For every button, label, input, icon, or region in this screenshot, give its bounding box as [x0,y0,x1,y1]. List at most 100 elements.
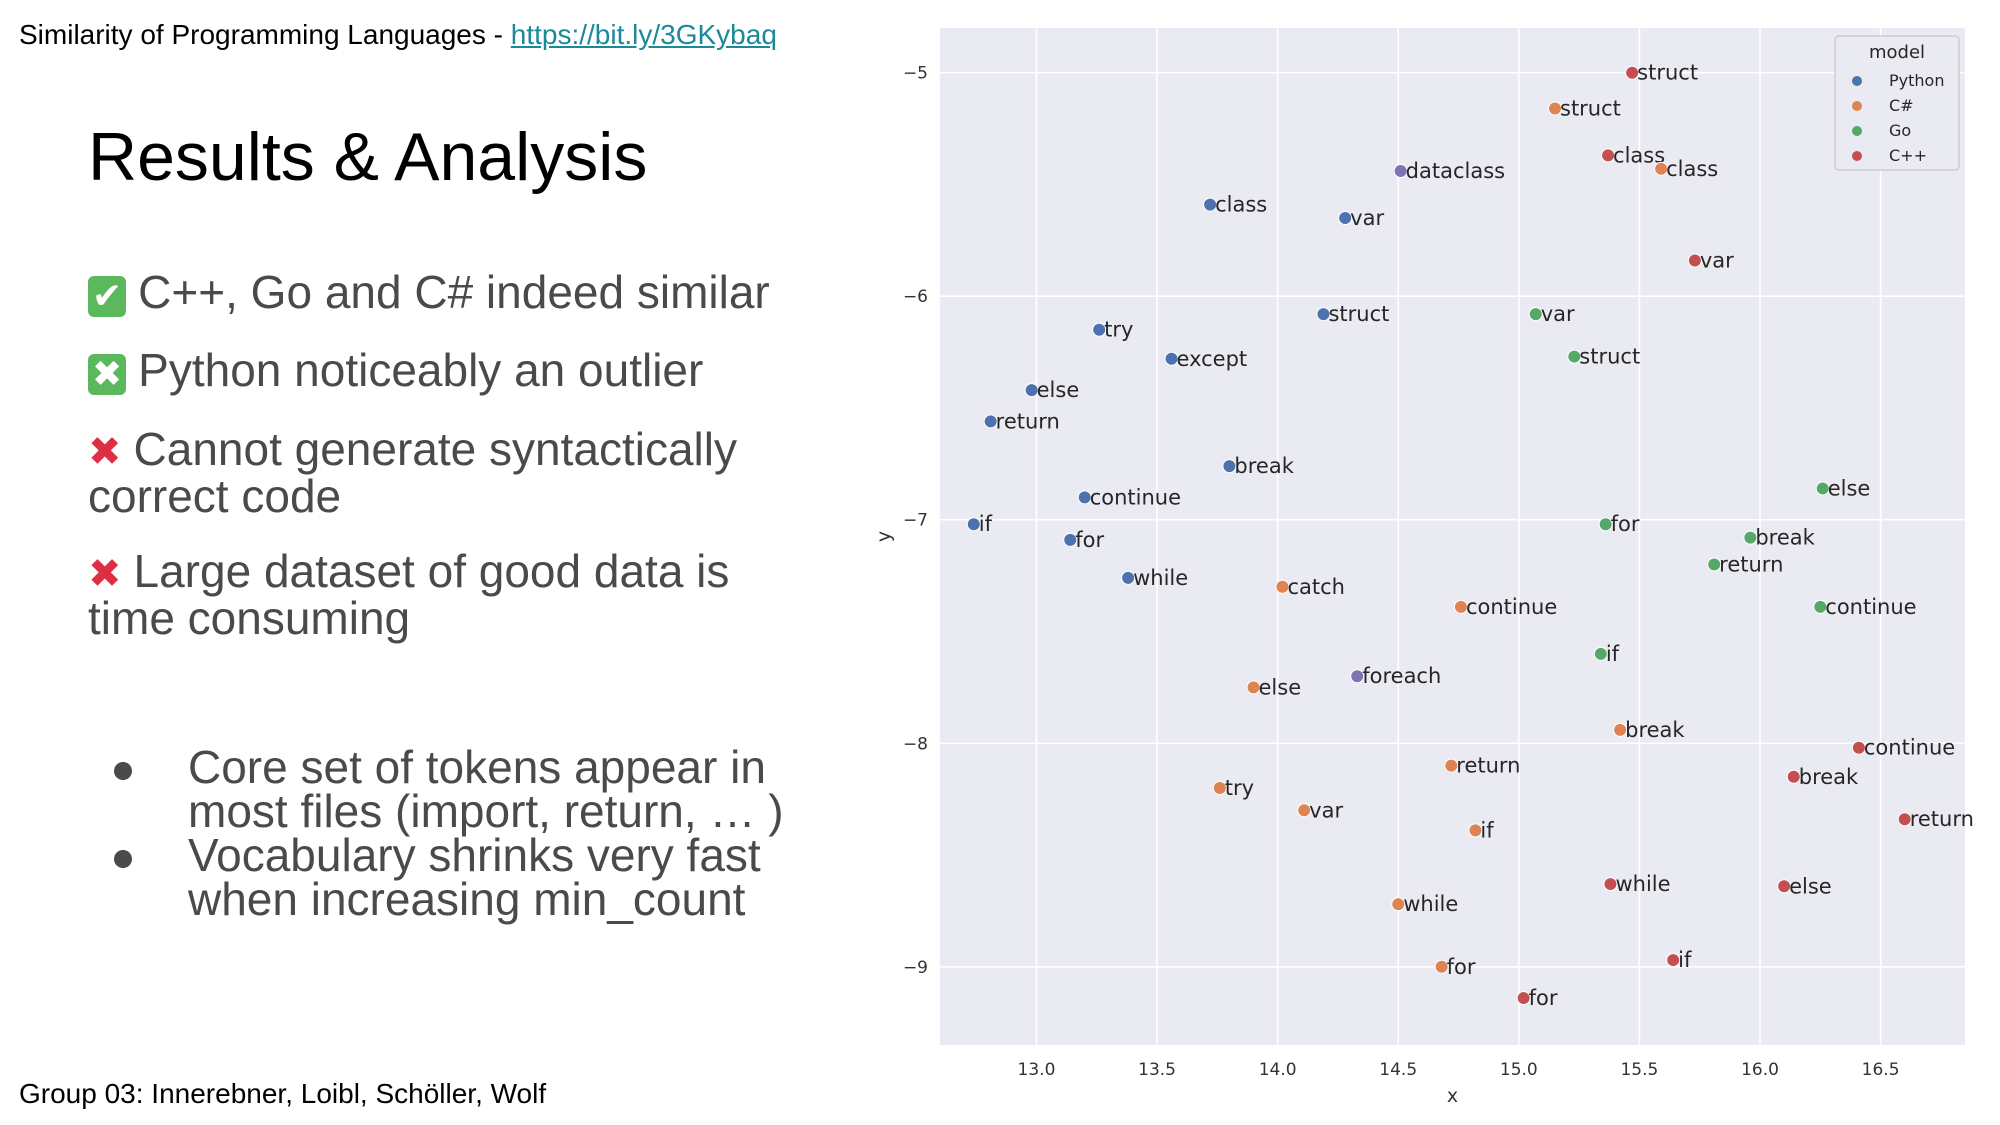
data-label: class [1613,143,1665,167]
data-label: else [1259,675,1302,699]
data-label: if [979,512,993,536]
data-label: foreach [1362,664,1441,688]
cross-mark-icon: ✖ [88,551,122,597]
data-label: continue [1825,595,1916,619]
data-label: var [1700,248,1734,272]
x-tick-label: 16.0 [1741,1060,1779,1080]
data-label: var [1309,798,1343,822]
data-point [1121,570,1136,585]
result-text: Cannot generate syntactically correct co… [88,423,737,522]
data-label: for [1447,955,1476,979]
data-label: var [1541,302,1575,326]
data-label: return [1456,754,1520,778]
data-point [1567,349,1582,364]
data-label: break [1625,718,1685,742]
data-label: struct [1328,302,1389,326]
data-label: struct [1579,345,1640,369]
slides-link[interactable]: https://bit.ly/3GKybaq [510,19,777,50]
legend-entry: Go [1889,121,1911,140]
data-label: break [1799,765,1859,789]
data-point [1598,517,1613,532]
data-label: return [996,409,1060,433]
data-label: continue [1864,736,1955,760]
data-label: class [1666,157,1718,181]
data-label: while [1403,892,1458,916]
data-label: struct [1560,96,1621,120]
data-label: return [1910,807,1974,831]
data-label: while [1615,872,1670,896]
data-label: var [1350,206,1384,230]
data-point [1786,769,1801,784]
check-mark-icon: ✔ [88,276,127,317]
result-point-1: ✔ C++, Go and C# indeed similar [88,269,828,319]
data-label: for [1075,528,1104,552]
data-point [1851,740,1866,755]
y-axis-label: y [873,531,895,542]
x-tick-label: 14.0 [1259,1060,1297,1080]
data-label: for [1529,986,1558,1010]
data-point [1666,953,1681,968]
slide-title: Results & Analysis [88,119,648,195]
data-point [1092,322,1107,337]
data-label: try [1225,776,1254,800]
data-point [1516,991,1531,1006]
data-point [966,517,981,532]
header-line: Similarity of Programming Languages - ht… [19,19,777,51]
bullet-text: Core set of tokens appear in most files … [188,741,784,837]
data-label: try [1104,318,1133,342]
y-tick-label: −6 [903,287,928,307]
y-tick-label: −8 [903,734,928,754]
result-text: C++, Go and C# indeed similar [138,266,770,318]
legend-marker [1852,76,1862,86]
data-label: continue [1466,595,1557,619]
data-point [1212,780,1227,795]
data-point [1246,680,1261,695]
y-tick-label: −9 [903,958,928,978]
data-point [983,414,998,429]
data-point [1654,161,1669,176]
result-point-3: ✖ Cannot generate syntactically correct c… [88,426,828,519]
data-label: dataclass [1406,159,1505,183]
y-tick-label: −7 [903,511,928,531]
data-label: return [1719,552,1783,576]
bullet-dot-icon [114,762,132,780]
data-label: struct [1637,61,1698,85]
data-label: break [1234,454,1294,478]
legend-marker [1852,151,1862,161]
data-label: while [1133,566,1188,590]
data-point [1222,459,1237,474]
plot-area [940,28,1965,1045]
data-point [1548,101,1562,116]
data-point [1815,481,1830,496]
data-point [1613,722,1628,737]
data-label: if [1480,818,1494,842]
x-tick-label: 16.5 [1862,1060,1900,1080]
x-tick-label: 14.5 [1379,1060,1417,1080]
cross-mark-icon: ✖ [88,429,122,475]
legend-entry: C# [1889,96,1914,115]
data-label: class [1215,193,1267,217]
data-label: else [1789,874,1832,898]
data-label: if [1606,642,1620,666]
x-axis-label: x [1447,1085,1458,1107]
data-point [1813,599,1828,614]
result-point-4: ✖ Large dataset of good data is time cons… [88,548,828,641]
data-point [1444,758,1459,773]
data-point [1393,164,1408,179]
result-text: Python noticeably an outlier [138,344,704,396]
data-point [1297,803,1312,818]
data-label: else [1037,378,1080,402]
x-tick-label: 15.5 [1620,1060,1658,1080]
x-tick-label: 15.0 [1500,1060,1538,1080]
data-label: catch [1287,575,1345,599]
data-point [1350,669,1365,684]
data-label: else [1828,476,1871,500]
result-point-2: ✖ Python noticeably an outlier [88,347,828,397]
x-tick-label: 13.0 [1018,1060,1056,1080]
data-point [1603,877,1618,892]
legend-marker [1852,101,1862,111]
data-point [1593,646,1608,661]
data-point [1468,823,1483,838]
data-point [1203,197,1218,212]
result-text: Large dataset of good data is time consu… [88,545,730,644]
